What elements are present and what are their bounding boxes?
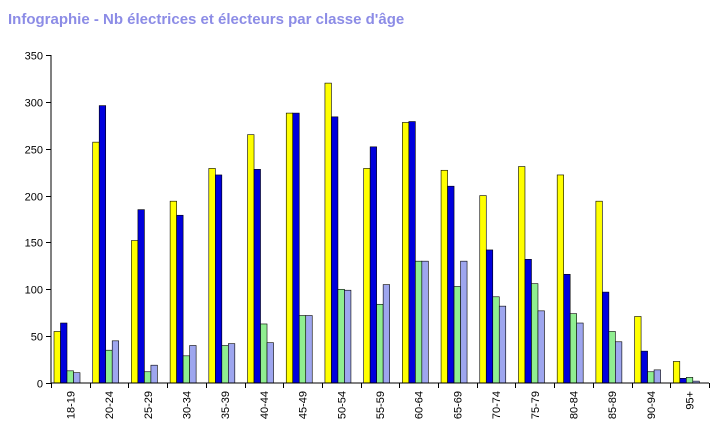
bar-85-89-series-4: [615, 341, 623, 384]
bar-60-64-series-2: [408, 121, 416, 384]
bar-70-74-series-3: [492, 296, 500, 384]
bar-65-69-series-4: [460, 260, 468, 384]
bar-60-64-series-3: [415, 260, 423, 384]
bar-25-29-series-4: [150, 364, 158, 384]
bar-70-74-series-4: [498, 305, 507, 384]
bar-80-84-series-2: [563, 273, 571, 384]
bar-20-24-series-1: [92, 141, 100, 384]
bar-80-84-series-3: [569, 313, 577, 384]
x-tick-label: 90-94: [646, 391, 658, 419]
bar-18-19-series-4: [73, 372, 81, 384]
bar-55-59-series-1: [363, 168, 371, 384]
bar-75-79-series-3: [531, 283, 539, 384]
bar-55-59-series-3: [376, 303, 384, 384]
bar-35-39-series-3: [221, 345, 229, 384]
x-tick-label: 85-89: [607, 391, 619, 419]
bar-25-29-series-3: [144, 371, 152, 384]
bar-55-59-series-2: [369, 146, 377, 384]
bar-95+-series-3: [685, 377, 694, 384]
bar-60-64-series-4: [421, 260, 429, 384]
x-tick-label: 65-69: [452, 391, 464, 419]
bar-80-84-series-1: [556, 174, 564, 384]
bar-20-24-series-4: [111, 340, 120, 384]
bar-50-54-series-4: [344, 289, 352, 384]
y-tick-label: 200: [25, 192, 43, 204]
x-tick-label: 25-29: [143, 391, 155, 419]
x-tick-label: 70-74: [491, 391, 503, 419]
bar-65-69-series-3: [453, 286, 461, 384]
y-tick-label: 250: [25, 145, 43, 157]
bar-75-79-series-2: [524, 258, 532, 384]
bar-50-54-series-2: [331, 116, 339, 384]
bar-50-54-series-1: [324, 82, 332, 384]
bar-85-89-series-1: [595, 200, 603, 384]
chart-title: Infographie - Nb électrices et électeurs…: [8, 11, 405, 28]
bar-45-49-series-1: [285, 112, 294, 384]
bar-90-94-series-4: [653, 369, 661, 384]
bar-95+-series-2: [679, 378, 687, 384]
bar-40-44-series-4: [266, 342, 274, 384]
bar-25-29-series-2: [137, 209, 145, 384]
y-tick-label: 50: [31, 332, 43, 344]
bar-18-19-series-2: [60, 322, 68, 384]
x-tick-label: 45-49: [298, 391, 310, 419]
bar-30-34-series-2: [176, 214, 184, 384]
bar-30-34-series-1: [169, 200, 177, 384]
y-tick-label: 300: [25, 98, 43, 110]
bar-60-64-series-1: [402, 122, 410, 384]
x-tick-label: 20-24: [104, 391, 116, 419]
bar-75-79-series-1: [518, 166, 526, 384]
x-tick-label: 75-79: [530, 391, 542, 419]
bar-55-59-series-4: [382, 284, 390, 384]
axes-group: 0 50 100 150 200 250 300 350 18-19 20-24 25-29 30-3…: [25, 51, 710, 419]
bar-90-94-series-2: [640, 350, 648, 384]
bar-70-74-series-2: [485, 249, 494, 384]
bar-18-19-series-1: [53, 331, 61, 384]
x-tick-label: 55-59: [375, 391, 387, 419]
bar-65-69-series-1: [440, 169, 448, 384]
bar-65-69-series-2: [447, 185, 455, 384]
y-tick-label: 150: [25, 238, 43, 250]
x-tick-label: 35-39: [220, 391, 232, 419]
bar-30-34-series-4: [189, 345, 197, 384]
bar-20-24-series-2: [98, 105, 107, 384]
bar-45-49-series-3: [298, 315, 307, 384]
bar-25-29-series-1: [131, 240, 139, 384]
y-tick-label: 100: [25, 285, 43, 297]
x-tick-label: 30-34: [181, 391, 193, 419]
x-tick-label: 18-19: [65, 391, 77, 419]
bar-75-79-series-4: [537, 310, 545, 384]
bar-80-84-series-4: [576, 322, 584, 384]
x-tick-label: 40-44: [259, 391, 271, 419]
x-tick-label: 95+: [685, 391, 697, 410]
y-tick-label: 0: [37, 379, 43, 391]
bar-85-89-series-2: [602, 291, 610, 384]
bar-45-49-series-2: [292, 112, 300, 384]
bars-group: [53, 82, 700, 384]
bar-40-44-series-2: [253, 169, 261, 384]
bar-20-24-series-3: [105, 349, 113, 384]
y-tick-label: 350: [25, 51, 43, 63]
x-tick-label: 80-84: [569, 391, 581, 419]
x-tick-label: 50-54: [336, 391, 348, 419]
x-tick-label: 60-64: [414, 391, 426, 419]
bar-40-44-series-3: [260, 323, 268, 384]
bar-30-34-series-3: [182, 355, 190, 384]
bar-35-39-series-4: [228, 343, 236, 384]
bar-95+-series-1: [672, 361, 681, 384]
bar-70-74-series-1: [479, 195, 487, 384]
bar-35-39-series-2: [215, 174, 223, 384]
bar-40-44-series-1: [247, 134, 255, 384]
bar-90-94-series-1: [634, 316, 642, 384]
bar-45-49-series-4: [305, 315, 313, 384]
bar-90-94-series-3: [647, 371, 655, 384]
bar-50-54-series-3: [337, 288, 345, 384]
bar-85-89-series-3: [608, 331, 616, 384]
bar-35-39-series-1: [208, 168, 216, 384]
bar-18-19-series-3: [66, 370, 74, 384]
